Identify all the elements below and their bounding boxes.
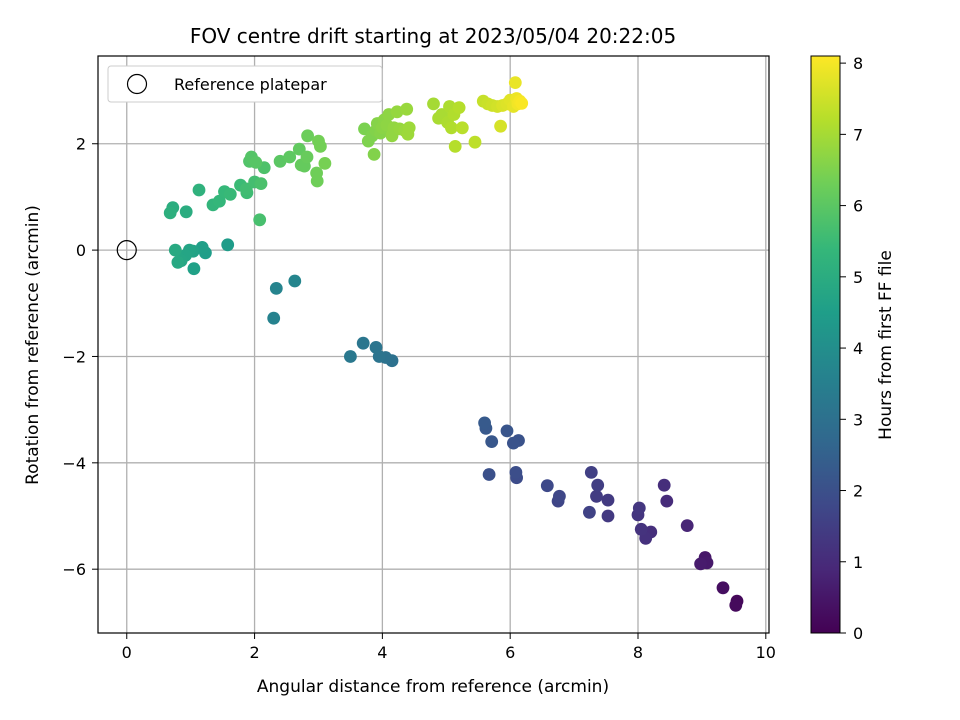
- data-point: [660, 494, 674, 508]
- data-point: [485, 435, 499, 448]
- legend-reference-marker: [126, 73, 148, 95]
- colorbar-tick-label: 1: [853, 553, 863, 572]
- data-point: [400, 102, 414, 116]
- data-point: [171, 255, 185, 269]
- data-point: [632, 501, 646, 515]
- data-point: [468, 135, 482, 149]
- colorbar-ticks: 0 1 2 3 4 5 6 7 8: [840, 54, 863, 643]
- data-point: [283, 150, 297, 164]
- data-point: [192, 183, 206, 197]
- data-point: [267, 311, 281, 325]
- colorbar-tick-label: 2: [853, 482, 863, 501]
- x-axis-title: Angular distance from reference (arcmin): [257, 677, 609, 697]
- data-point: [369, 341, 383, 354]
- x-tick-label: 6: [505, 643, 515, 662]
- colorbar-tick-label: 6: [853, 197, 863, 216]
- data-point: [657, 478, 671, 492]
- colorbar-tick-label: 7: [853, 125, 863, 144]
- data-point: [584, 466, 598, 479]
- colorbar-tick-label: 4: [853, 339, 863, 358]
- reference-marker: [116, 240, 137, 261]
- data-point: [390, 105, 404, 119]
- x-tick-label: 0: [122, 643, 132, 662]
- data-points: [163, 76, 744, 612]
- colorbar: [810, 55, 841, 634]
- colorbar-tick-label: 8: [853, 54, 863, 73]
- data-point: [367, 148, 381, 161]
- data-point: [427, 97, 440, 111]
- data-point: [590, 489, 603, 503]
- colorbar-tick-label: 0: [853, 624, 863, 643]
- data-point: [213, 194, 226, 208]
- data-point: [163, 206, 177, 220]
- legend: Reference platepar: [107, 65, 383, 103]
- data-point: [482, 468, 496, 481]
- data-point: [553, 489, 566, 503]
- data-point: [318, 157, 332, 170]
- data-point: [273, 154, 287, 168]
- chart-title: FOV centre drift starting at 2023/05/04 …: [190, 24, 676, 48]
- data-point: [301, 129, 314, 143]
- y-tick-label: 0: [76, 241, 86, 260]
- x-tick-label: 2: [249, 643, 259, 662]
- data-point: [292, 142, 306, 156]
- legend-box: [107, 65, 383, 103]
- data-point: [694, 557, 707, 571]
- data-point: [187, 262, 201, 276]
- data-point: [448, 140, 462, 153]
- data-point: [634, 522, 648, 536]
- data-point: [455, 121, 469, 135]
- data-point: [478, 416, 491, 430]
- data-point: [314, 140, 327, 153]
- plot-frame: [97, 55, 770, 634]
- data-point: [507, 436, 520, 450]
- data-point: [221, 238, 235, 252]
- data-point: [515, 96, 529, 110]
- legend-label: Reference platepar: [174, 75, 327, 94]
- data-point: [223, 187, 237, 201]
- data-point: [269, 282, 283, 295]
- x-tick-label: 8: [633, 643, 643, 662]
- data-point: [402, 121, 416, 135]
- colorbar-label: Hours from first FF file: [876, 250, 896, 440]
- y-tick-label: −6: [62, 560, 86, 579]
- data-point: [300, 150, 314, 164]
- data-point: [310, 174, 324, 188]
- x-tick-label: 10: [756, 643, 776, 662]
- data-point: [445, 121, 458, 135]
- colorbar-tick-label: 3: [853, 410, 863, 429]
- grid-lines: [98, 56, 769, 633]
- data-point: [344, 350, 357, 363]
- y-axis-ticks: −6 −4 −2 0 2: [62, 135, 98, 579]
- x-tick-label: 4: [377, 643, 387, 662]
- data-point: [168, 243, 182, 257]
- data-point: [452, 101, 466, 114]
- y-axis-title: Rotation from reference (arcmin): [23, 205, 43, 485]
- data-point: [249, 156, 263, 169]
- data-point: [509, 466, 523, 479]
- data-point: [500, 424, 514, 438]
- data-point: [680, 519, 694, 532]
- data-point: [540, 479, 554, 493]
- data-point: [288, 274, 302, 288]
- reference-platepar-marker: [116, 240, 137, 261]
- data-point: [583, 505, 596, 519]
- data-point: [716, 581, 730, 595]
- data-point: [508, 76, 522, 89]
- data-point: [601, 509, 615, 523]
- data-point: [356, 336, 370, 350]
- x-axis-ticks: 0 2 4 6 8 10: [122, 633, 776, 662]
- colorbar-tick-label: 5: [853, 268, 863, 287]
- data-point: [601, 493, 615, 507]
- data-point: [254, 177, 268, 191]
- data-point: [494, 119, 507, 133]
- data-point: [591, 478, 605, 492]
- data-point: [729, 598, 743, 612]
- y-tick-label: 2: [76, 135, 86, 154]
- y-tick-label: −2: [62, 347, 86, 366]
- y-tick-label: −4: [62, 454, 86, 473]
- data-point: [253, 213, 267, 227]
- data-point: [179, 205, 193, 219]
